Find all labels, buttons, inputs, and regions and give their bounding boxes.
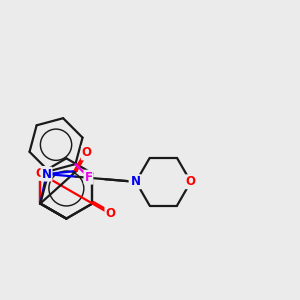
Text: N: N [41, 168, 52, 181]
Text: F: F [84, 171, 92, 184]
Text: N: N [131, 175, 141, 188]
Text: O: O [105, 207, 116, 220]
Text: N: N [130, 175, 140, 188]
Text: O: O [35, 167, 45, 180]
Text: O: O [82, 146, 92, 160]
Text: O: O [186, 175, 196, 188]
